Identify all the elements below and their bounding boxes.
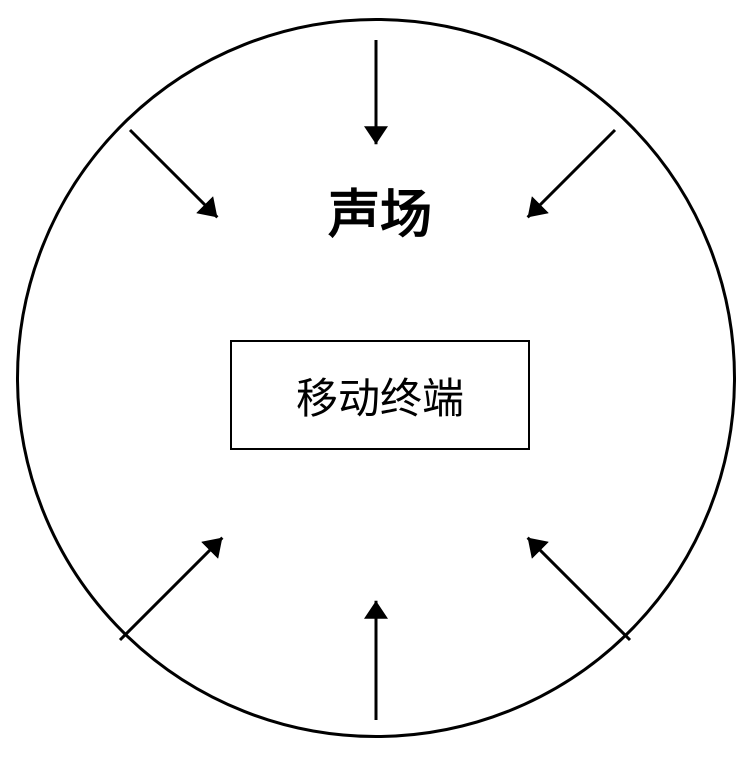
mobile-terminal-box: 移动终端: [230, 340, 530, 450]
sound-field-title: 声场: [328, 173, 432, 248]
diagram-canvas: 声场 移动终端: [0, 0, 753, 757]
mobile-terminal-label: 移动终端: [296, 365, 464, 426]
